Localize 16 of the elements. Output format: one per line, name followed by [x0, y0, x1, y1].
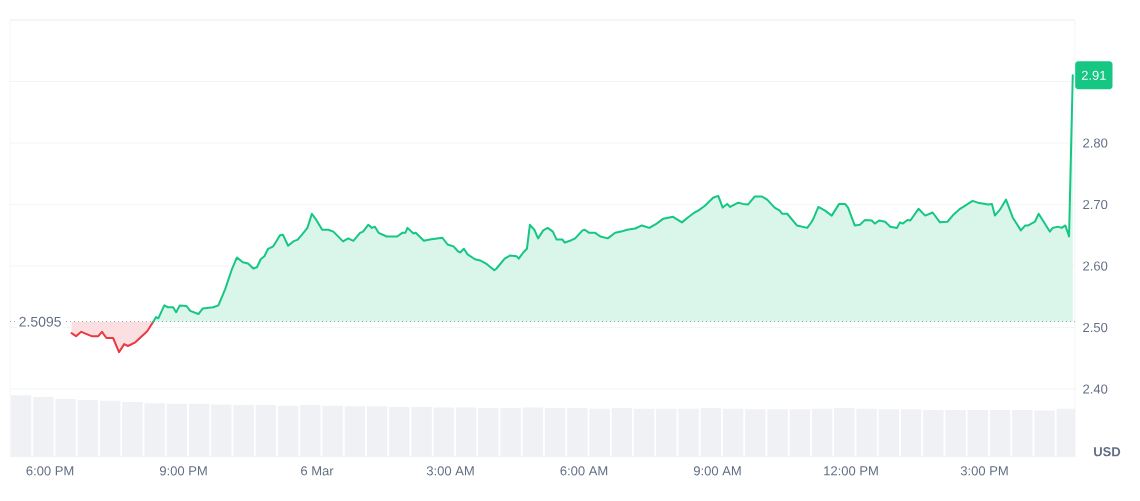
x-tick-label: 3:00 PM: [960, 466, 1008, 476]
annotation: 2.91: [1081, 70, 1106, 80]
y-axis-title: USD: [1094, 447, 1121, 457]
x-tick-label: 6:00 AM: [560, 466, 608, 476]
y-tick-label: 2.80: [1083, 138, 1108, 148]
x-tick-label: 9:00 PM: [159, 466, 207, 476]
y-tick-label: 2.70: [1083, 199, 1108, 210]
y-tick-label: 2.40: [1083, 384, 1108, 394]
x-tick-label: 12:00 PM: [824, 466, 878, 476]
x-tick-label: 9:00 AM: [693, 466, 741, 476]
y-tick-label: 2.50: [1083, 322, 1108, 333]
y-tick-label: 2.60: [1083, 261, 1108, 271]
x-tick-label: 6 Mar: [301, 466, 334, 476]
ref-line-label: 2.5095: [19, 316, 61, 327]
x-tick-label: 3:00 AM: [426, 466, 474, 476]
x-tick-label: 6:00 PM: [26, 466, 74, 476]
